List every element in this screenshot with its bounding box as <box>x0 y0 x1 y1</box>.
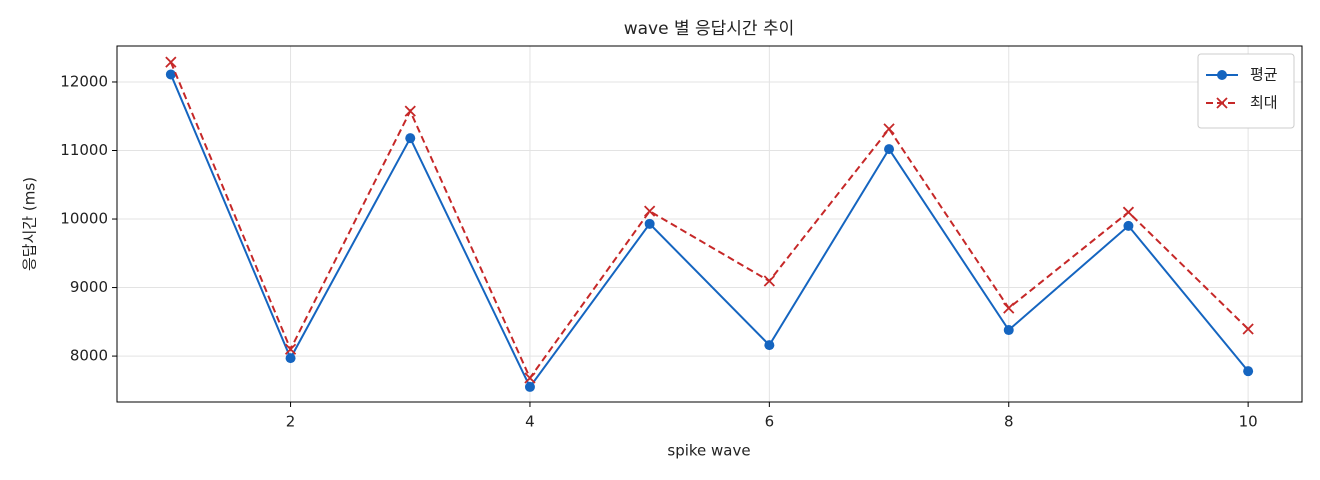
y-tick-label: 9000 <box>70 278 108 296</box>
x-tick-label: 8 <box>1004 413 1014 431</box>
marker <box>1122 206 1135 218</box>
marker <box>524 372 536 384</box>
marker <box>1123 220 1134 231</box>
marker <box>404 105 416 117</box>
legend-box <box>1197 53 1295 129</box>
x-tick-label: 4 <box>525 413 535 431</box>
marker <box>883 123 895 135</box>
marker <box>284 343 297 355</box>
plot-frame <box>116 45 1303 403</box>
marker <box>285 353 296 364</box>
line <box>169 61 1249 381</box>
marker <box>165 56 177 68</box>
legend-label: 평균 <box>1250 66 1278 84</box>
marker <box>644 218 655 229</box>
marker <box>524 381 535 392</box>
marker <box>763 275 775 287</box>
x-axis-label: spike wave <box>667 442 750 460</box>
marker <box>405 133 416 144</box>
x-tick-label: 2 <box>286 413 296 431</box>
y-tick-label: 10000 <box>60 210 108 228</box>
marker <box>764 340 775 351</box>
chart-title: wave 별 응답시간 추이 <box>624 19 795 39</box>
x-tick-label: 6 <box>765 413 775 431</box>
marker <box>1003 302 1015 314</box>
legend-label: 최대 <box>1250 94 1278 112</box>
marker <box>1003 325 1014 336</box>
y-axis-label: 응답시간 (ms) <box>21 177 39 271</box>
y-tick-label: 12000 <box>60 72 108 90</box>
y-tick-label: 11000 <box>60 141 108 159</box>
x-tick-label: 10 <box>1239 413 1258 431</box>
marker <box>644 205 656 217</box>
marker <box>1216 97 1228 109</box>
line <box>169 74 1249 389</box>
marker <box>165 69 176 80</box>
marker <box>884 144 895 155</box>
marker <box>1217 70 1227 80</box>
y-tick-label: 8000 <box>70 347 108 365</box>
marker <box>1242 323 1254 335</box>
marker <box>1243 366 1254 377</box>
